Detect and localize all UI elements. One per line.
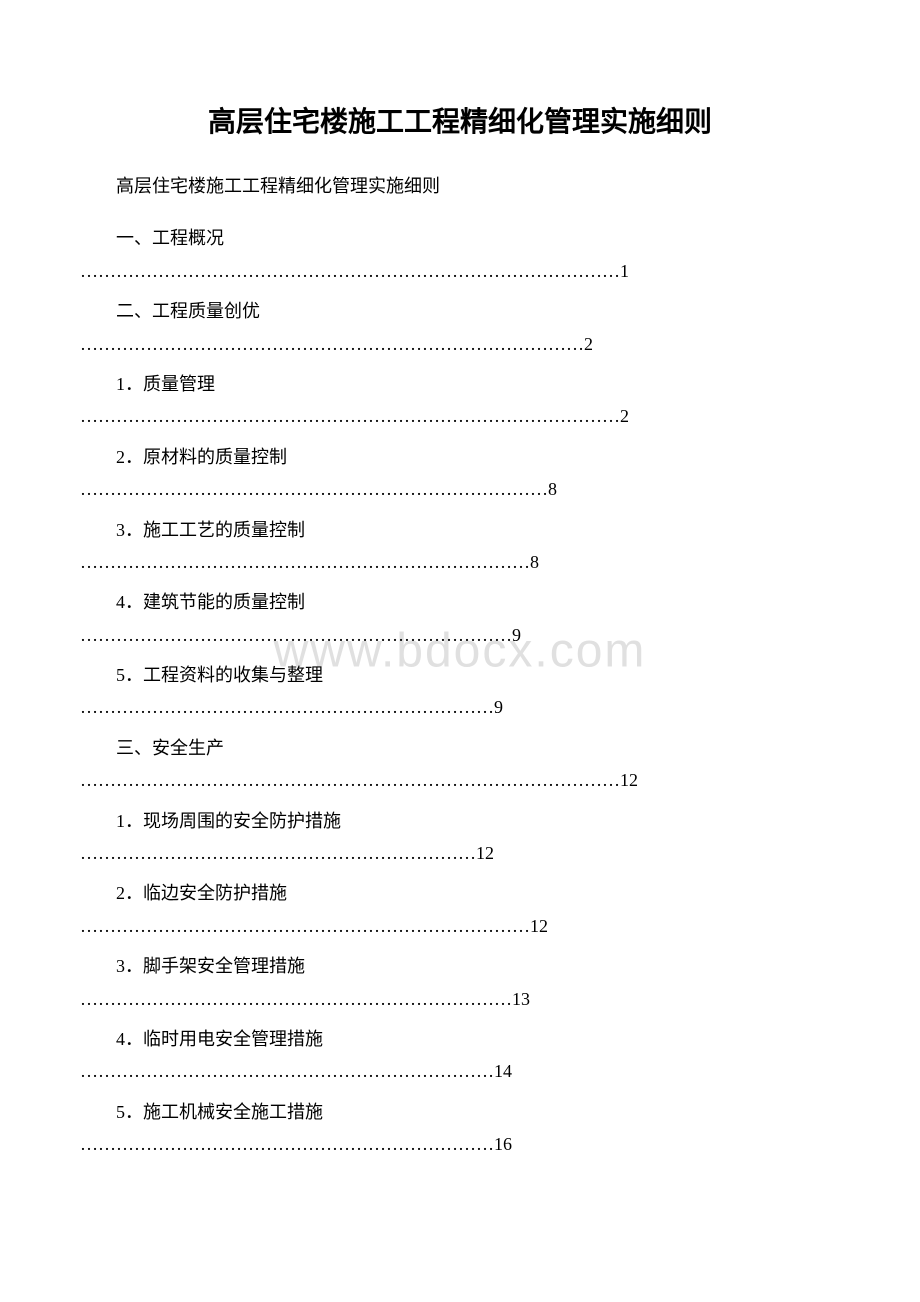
- toc-dots-line: …………………………………………………………………12: [80, 910, 840, 942]
- toc-dots-line: ……………………………………………………………………8: [80, 473, 840, 505]
- toc-entry: 三、安全生产………………………………………………………………………………12: [80, 732, 840, 797]
- toc-heading: 3．脚手架安全管理措施: [80, 950, 840, 982]
- toc-entry: 1．质量管理………………………………………………………………………………2: [80, 368, 840, 433]
- toc-entry: 5．施工机械安全施工措施……………………………………………………………16: [80, 1096, 840, 1161]
- toc-dots-line: ………………………………………………………………13: [80, 983, 840, 1015]
- toc-entry: 二、工程质量创优…………………………………………………………………………2: [80, 295, 840, 360]
- toc-entry: 一、工程概况………………………………………………………………………………1: [80, 222, 840, 287]
- toc-entry: 3．施工工艺的质量控制…………………………………………………………………8: [80, 514, 840, 579]
- toc-dots-line: ………………………………………………………………………………1: [80, 255, 840, 287]
- toc-dots-line: ………………………………………………………………9: [80, 619, 840, 651]
- toc-dots-line: ……………………………………………………………9: [80, 691, 840, 723]
- toc-dots-line: ………………………………………………………………………………12: [80, 764, 840, 796]
- toc-heading: 4．临时用电安全管理措施: [80, 1023, 840, 1055]
- toc-entry: 3．脚手架安全管理措施………………………………………………………………13: [80, 950, 840, 1015]
- toc-entry: 2．临边安全防护措施…………………………………………………………………12: [80, 877, 840, 942]
- toc-entry: 1．现场周围的安全防护措施…………………………………………………………12: [80, 805, 840, 870]
- toc-heading: 3．施工工艺的质量控制: [80, 514, 840, 546]
- toc-heading: 1．质量管理: [80, 368, 840, 400]
- toc-heading: 2．原材料的质量控制: [80, 441, 840, 473]
- page-subtitle: 高层住宅楼施工工程精细化管理实施细则: [80, 170, 840, 202]
- toc-heading: 4．建筑节能的质量控制: [80, 586, 840, 618]
- toc-heading: 二、工程质量创优: [80, 295, 840, 327]
- toc-dots-line: ……………………………………………………………14: [80, 1055, 840, 1087]
- toc-entry: 5．工程资料的收集与整理……………………………………………………………9: [80, 659, 840, 724]
- toc-dots-line: ……………………………………………………………16: [80, 1128, 840, 1160]
- toc-entry: 4．建筑节能的质量控制………………………………………………………………9: [80, 586, 840, 651]
- page-title: 高层住宅楼施工工程精细化管理实施细则: [80, 100, 840, 140]
- toc-heading: 5．工程资料的收集与整理: [80, 659, 840, 691]
- toc-dots-line: …………………………………………………………………………2: [80, 328, 840, 360]
- toc-dots-line: …………………………………………………………………8: [80, 546, 840, 578]
- toc-heading: 1．现场周围的安全防护措施: [80, 805, 840, 837]
- toc-entry: 2．原材料的质量控制……………………………………………………………………8: [80, 441, 840, 506]
- toc-heading: 5．施工机械安全施工措施: [80, 1096, 840, 1128]
- toc-dots-line: …………………………………………………………12: [80, 837, 840, 869]
- toc-entry: 4．临时用电安全管理措施……………………………………………………………14: [80, 1023, 840, 1088]
- toc-heading: 2．临边安全防护措施: [80, 877, 840, 909]
- toc-dots-line: ………………………………………………………………………………2: [80, 400, 840, 432]
- page-content: 高层住宅楼施工工程精细化管理实施细则 高层住宅楼施工工程精细化管理实施细则 一、…: [80, 100, 840, 1161]
- toc-heading: 一、工程概况: [80, 222, 840, 254]
- toc-heading: 三、安全生产: [80, 732, 840, 764]
- table-of-contents: 一、工程概况………………………………………………………………………………1 二、工…: [80, 222, 840, 1160]
